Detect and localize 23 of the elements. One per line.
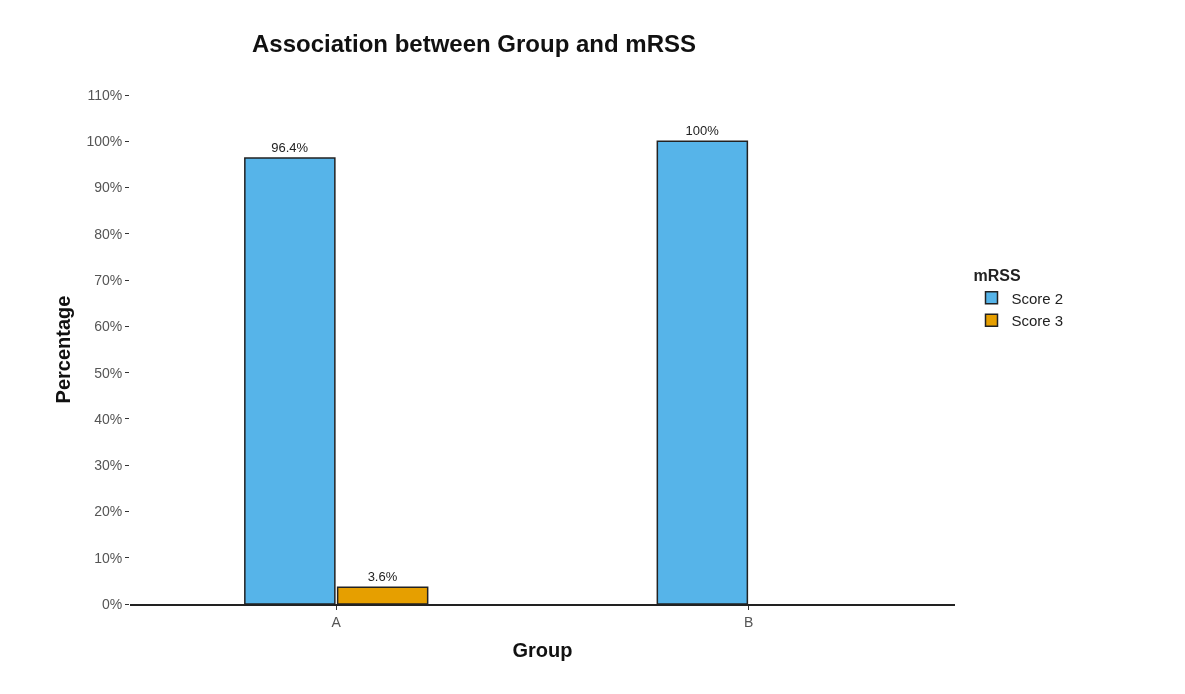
data-label: 100% (685, 123, 720, 139)
y-tick-label: 20% (94, 503, 123, 520)
legend-label: Score 3 (1011, 312, 1064, 329)
y-tick-label: 0% (101, 595, 123, 612)
x-axis-title: Group (512, 638, 573, 661)
y-tick-label: 80% (94, 225, 123, 242)
y-tick-label: 10% (94, 549, 123, 566)
y-axis-title: Percentage (51, 295, 74, 404)
y-tick-label: 100% (86, 133, 123, 150)
data-label: 3.6% (367, 569, 398, 585)
x-tick-label: B (744, 613, 754, 630)
chart-title: Association between Group and mRSS (251, 29, 697, 57)
y-tick-label: 30% (94, 457, 123, 474)
x-tick-label: A (331, 613, 342, 630)
y-tick-label: 110% (87, 86, 123, 103)
y-tick-label: 60% (94, 318, 123, 335)
legend-label: Score 2 (1011, 289, 1064, 307)
y-tick-label: 40% (94, 410, 123, 427)
data-label: 96.4% (271, 139, 309, 155)
legend-title: mRSS (973, 267, 1021, 285)
y-tick-label: 90% (94, 179, 123, 196)
y-tick-label: 50% (94, 364, 123, 381)
y-tick-label: 70% (94, 271, 123, 288)
